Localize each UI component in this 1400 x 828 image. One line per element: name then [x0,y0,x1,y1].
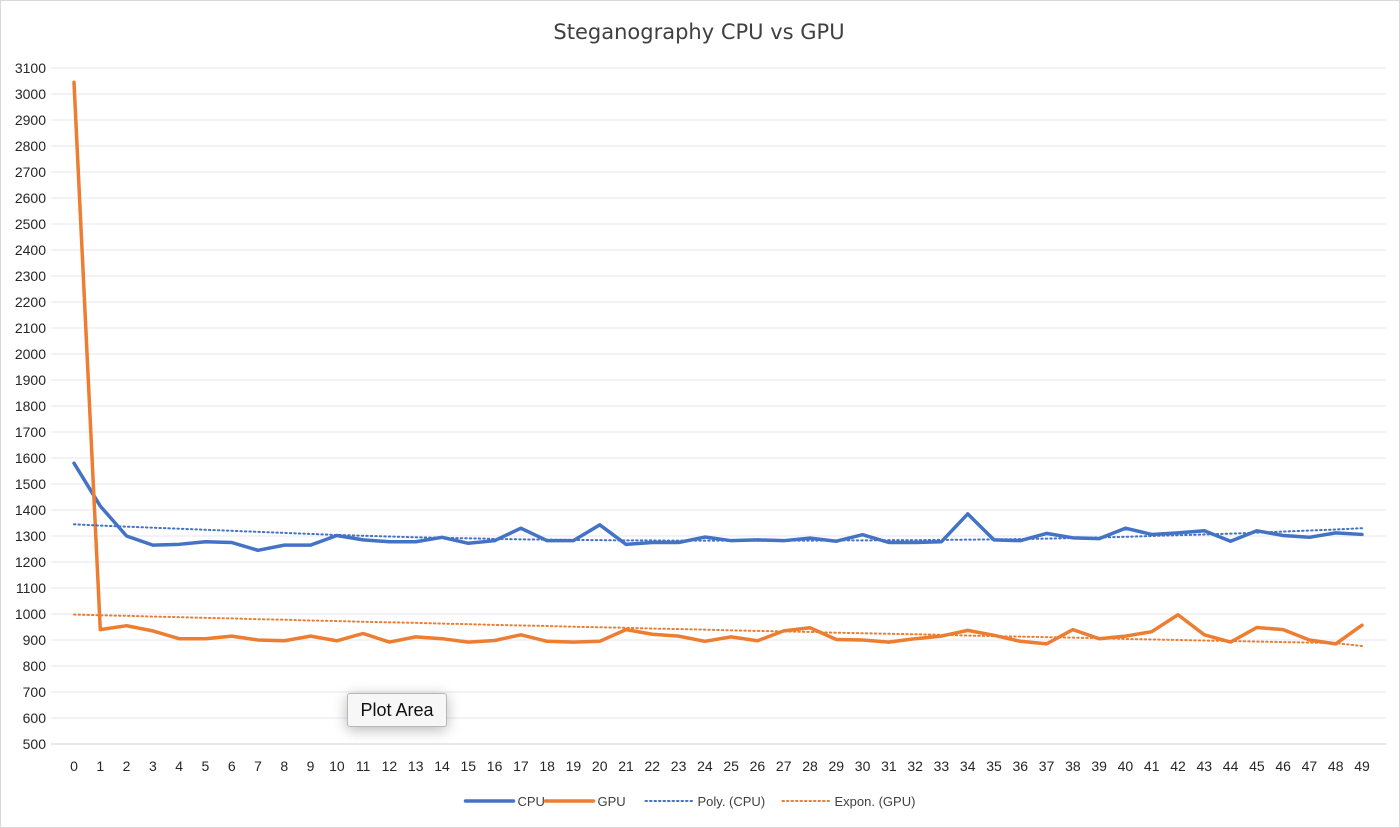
y-tick-label: 2900 [15,112,46,128]
x-tick-label: 9 [307,758,315,774]
x-tick-label: 43 [1196,758,1212,774]
x-tick-label: 44 [1223,758,1239,774]
y-tick-label: 1400 [15,502,46,518]
x-tick-label: 12 [382,758,398,774]
y-tick-label: 1600 [15,450,46,466]
plot-area-tooltip: Plot Area [347,693,447,727]
x-tick-label: 14 [434,758,450,774]
x-tick-label: 0 [70,758,78,774]
x-tick-label: 24 [697,758,713,774]
x-tick-label: 3 [149,758,157,774]
series-line-poly-cpu [73,523,1363,542]
x-tick-label: 15 [460,758,476,774]
y-tick-label: 800 [23,658,47,674]
x-tick-label: 47 [1302,758,1318,774]
x-tick-label: 33 [934,758,950,774]
x-tick-label: 27 [776,758,792,774]
y-tick-label: 900 [23,632,47,648]
y-tick-label: 2600 [15,190,46,206]
x-tick-label: 40 [1118,758,1134,774]
x-tick-label: 19 [566,758,582,774]
x-tick-label: 17 [513,758,529,774]
y-tick-label: 1800 [15,398,46,414]
series-line-cpu [72,461,1364,553]
x-tick-label: 34 [960,758,976,774]
x-tick-label: 23 [671,758,687,774]
y-tick-label: 3100 [15,60,46,76]
legend-label-expon-gpu: Expon. (GPU) [835,794,916,809]
x-tick-label: 35 [986,758,1002,774]
y-tick-label: 1000 [15,606,46,622]
y-tick-label: 2200 [15,294,46,310]
y-tick-label: 1700 [15,424,46,440]
x-tick-label: 36 [1012,758,1028,774]
x-tick-label: 30 [855,758,871,774]
y-tick-label: 1200 [15,554,46,570]
x-tick-label: 32 [907,758,923,774]
y-tick-label: 1900 [15,372,46,388]
y-tick-label: 500 [23,736,47,752]
y-tick-label: 1100 [16,580,46,596]
x-tick-label: 6 [228,758,236,774]
y-tick-label: 2700 [15,164,46,180]
x-tick-label: 4 [175,758,183,774]
legend-label-cpu: CPU [518,794,545,809]
x-tick-label: 7 [254,758,262,774]
x-tick-label: 28 [802,758,818,774]
y-tick-label: 2300 [15,268,46,284]
x-tick-label: 41 [1144,758,1160,774]
x-tick-label: 42 [1170,758,1186,774]
x-tick-label: 10 [329,758,345,774]
x-tick-label: 46 [1275,758,1291,774]
series-line-gpu [72,80,1364,646]
y-tick-label: 1500 [15,476,46,492]
y-tick-label: 2400 [15,242,46,258]
x-tick-label: 13 [408,758,424,774]
x-tick-label: 20 [592,758,608,774]
x-tick-label: 2 [123,758,131,774]
legend-label-gpu: GPU [598,794,626,809]
x-tick-label: 39 [1091,758,1107,774]
x-tick-label: 26 [750,758,766,774]
x-tick-label: 29 [828,758,844,774]
x-tick-label: 25 [723,758,739,774]
x-tick-label: 8 [280,758,288,774]
x-tick-label: 21 [618,758,634,774]
x-tick-label: 5 [202,758,210,774]
x-tick-label: 49 [1354,758,1370,774]
x-tick-label: 22 [644,758,660,774]
y-tick-label: 2800 [15,138,46,154]
x-tick-label: 48 [1328,758,1344,774]
x-tick-label: 18 [539,758,555,774]
y-tick-label: 2500 [15,216,46,232]
x-tick-label: 31 [881,758,897,774]
y-tick-label: 600 [23,710,47,726]
y-tick-label: 2000 [15,346,46,362]
series-line-expon-gpu [73,613,1363,647]
y-tick-label: 2100 [15,320,46,336]
x-tick-label: 16 [487,758,503,774]
chart-title: Steganography CPU vs GPU [553,20,844,44]
x-tick-label: 45 [1249,758,1265,774]
y-tick-label: 1300 [15,528,46,544]
x-tick-label: 1 [96,758,104,774]
x-tick-label: 37 [1039,758,1055,774]
legend-label-poly-cpu: Poly. (CPU) [698,794,766,809]
x-tick-label: 38 [1065,758,1081,774]
y-tick-label: 700 [23,684,47,700]
y-tick-label: 3000 [15,86,46,102]
x-tick-label: 11 [356,758,371,774]
